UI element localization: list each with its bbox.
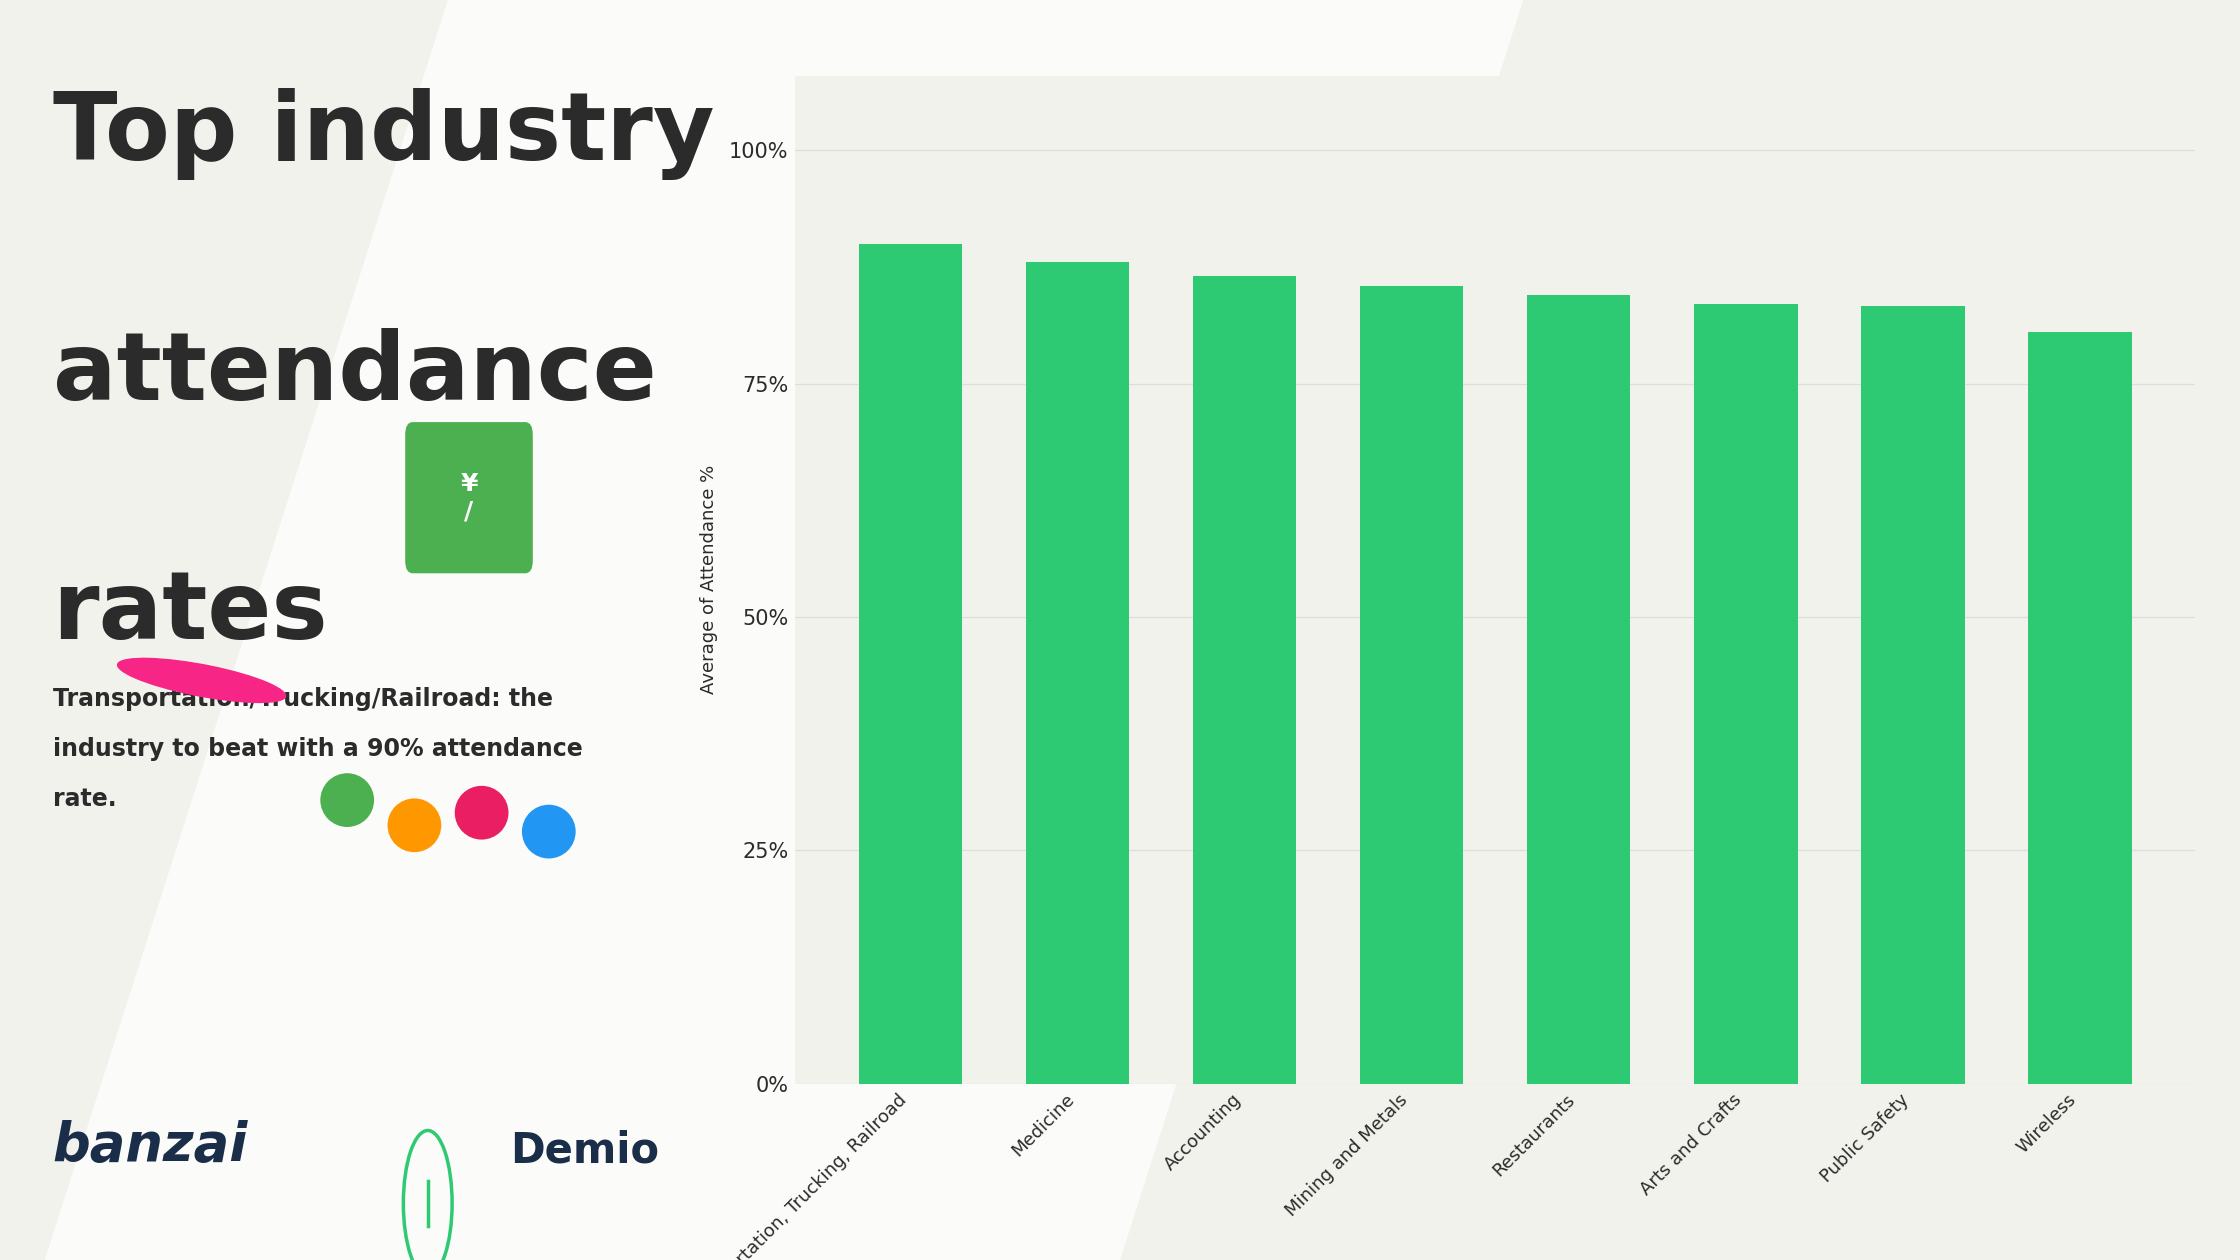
Bar — [1528, 295, 1631, 1084]
Bar — [1194, 276, 1297, 1084]
Text: attendance: attendance — [52, 328, 656, 420]
Text: ¥
/: ¥ / — [459, 471, 477, 524]
Bar — [1360, 286, 1463, 1084]
Bar — [858, 243, 963, 1084]
Text: industry to beat with a 90% attendance: industry to beat with a 90% attendance — [52, 737, 582, 761]
Bar — [1026, 262, 1129, 1084]
Text: rate.: rate. — [52, 788, 116, 811]
Y-axis label: Average of Attendance %: Average of Attendance % — [699, 465, 717, 694]
FancyBboxPatch shape — [405, 422, 533, 573]
Text: banzai: banzai — [52, 1120, 249, 1172]
Text: Top industry: Top industry — [52, 88, 715, 180]
Text: Demio: Demio — [511, 1130, 659, 1172]
Text: rates: rates — [52, 567, 329, 659]
Bar — [1693, 304, 1796, 1084]
Bar — [1861, 306, 1964, 1084]
Text: Transportation/Trucking/Railroad: the: Transportation/Trucking/Railroad: the — [52, 687, 553, 711]
Bar — [2027, 333, 2132, 1084]
